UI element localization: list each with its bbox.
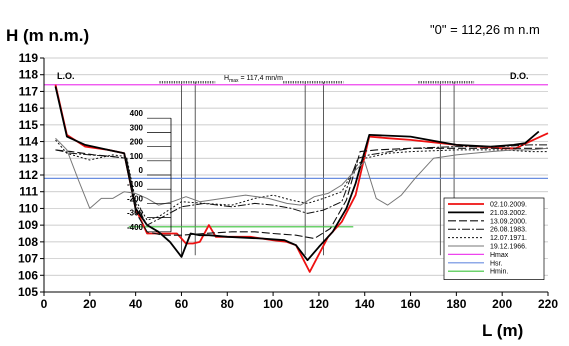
legend-label-5: 19.12.1966. [490,244,527,251]
x-tick-label-120: 120 [309,297,329,311]
inner-tick-label-200: 200 [130,138,144,147]
y-tick-label-107: 107 [18,252,38,266]
inner-tick-label--300: -300 [127,209,144,218]
y-tick-label-119: 119 [19,51,39,65]
inner-tick-label--200: -200 [127,194,144,203]
y-tick-label-112: 112 [19,168,39,182]
y-tick-label-115: 115 [19,118,39,132]
x-tick-label-60: 60 [175,297,189,311]
grid [44,57,548,293]
hmax-annotation-h: H [224,75,229,82]
x-tick-label-0: 0 [41,297,48,311]
y-tick-label-111: 111 [19,185,38,199]
inner-tick-label--100: -100 [127,180,144,189]
chart-labels: H (m n.m.) "0" = 112,26 m n.m L (m) L.O.… [6,22,540,340]
hmax-annotation: Hmax = 117,4 mn/m [224,75,283,84]
datum-note: "0" = 112,26 m n.m [430,22,540,37]
x-tick-label-180: 180 [446,297,466,311]
legend: 02.10.2009.21.03.2002.13.09.2000. 26.08.1… [443,197,545,280]
x-tick-label-160: 160 [401,297,421,311]
series-line-26081983 [55,144,548,226]
legend-label-8: Hmin. [490,269,508,276]
y-tick-label-105: 105 [18,285,38,299]
y-tick-label-118: 118 [19,68,39,82]
legend-label-1: 21.03.2002. [490,210,527,217]
inner-tick-label-400: 400 [130,109,144,118]
y-axis-title: H (m n.m.) [6,26,89,45]
y-tick-label-116: 116 [19,101,39,115]
axes: 105 106 107 108 109 110 111 112 113 114 115 116 117 1… [18,51,558,311]
horizontal-reference-lines [44,84,548,228]
inner-scale: 400 300 200 100 0 -100 -200 -300 -400 [127,109,172,233]
y-tick-label-108: 108 [18,235,38,249]
x-tick-label-200: 200 [492,297,512,311]
legend-label-7: Hsr. [490,260,503,267]
x-tick-label-20: 20 [83,297,97,311]
legend-label-2: 13.09.2000. [490,218,527,225]
series-line-12071971 [55,139,548,221]
right-bank-label: D.O. [510,71,529,81]
legend-label-0: 02.10.2009. [490,202,527,209]
y-tick-label-114: 114 [19,135,39,149]
legend-label-3: 26.08.1983. [490,227,527,234]
x-tick-label-80: 80 [221,297,235,311]
y-tick-label-110: 110 [19,201,39,215]
series-group [54,84,549,273]
x-tick-label-220: 220 [538,297,558,311]
x-tick-label-140: 140 [355,297,375,311]
inner-tick-label-300: 300 [130,123,144,132]
y-tick-label-109: 109 [18,218,38,232]
legend-label-6: Hmax [490,252,509,259]
y-tick-label-117: 117 [19,84,39,98]
inner-tick-label-0: 0 [139,166,144,175]
inner-tick-label--400: -400 [127,223,144,232]
hmax-annotation-sub: max [229,78,239,84]
inner-tick-label-100: 100 [130,152,144,161]
x-axis-title: L (m) [482,321,523,340]
hmax-annotation-value: = 117,4 mn/m [239,75,284,82]
left-bank-label: L.O. [57,71,75,81]
x-tick-label-40: 40 [129,297,143,311]
y-tick-label-113: 113 [19,151,39,165]
legend-label-4: 12.07.1971. [490,235,527,242]
series-line-19121966 [55,137,549,209]
y-tick-label-106: 106 [18,268,38,282]
x-tick-label-100: 100 [263,297,283,311]
